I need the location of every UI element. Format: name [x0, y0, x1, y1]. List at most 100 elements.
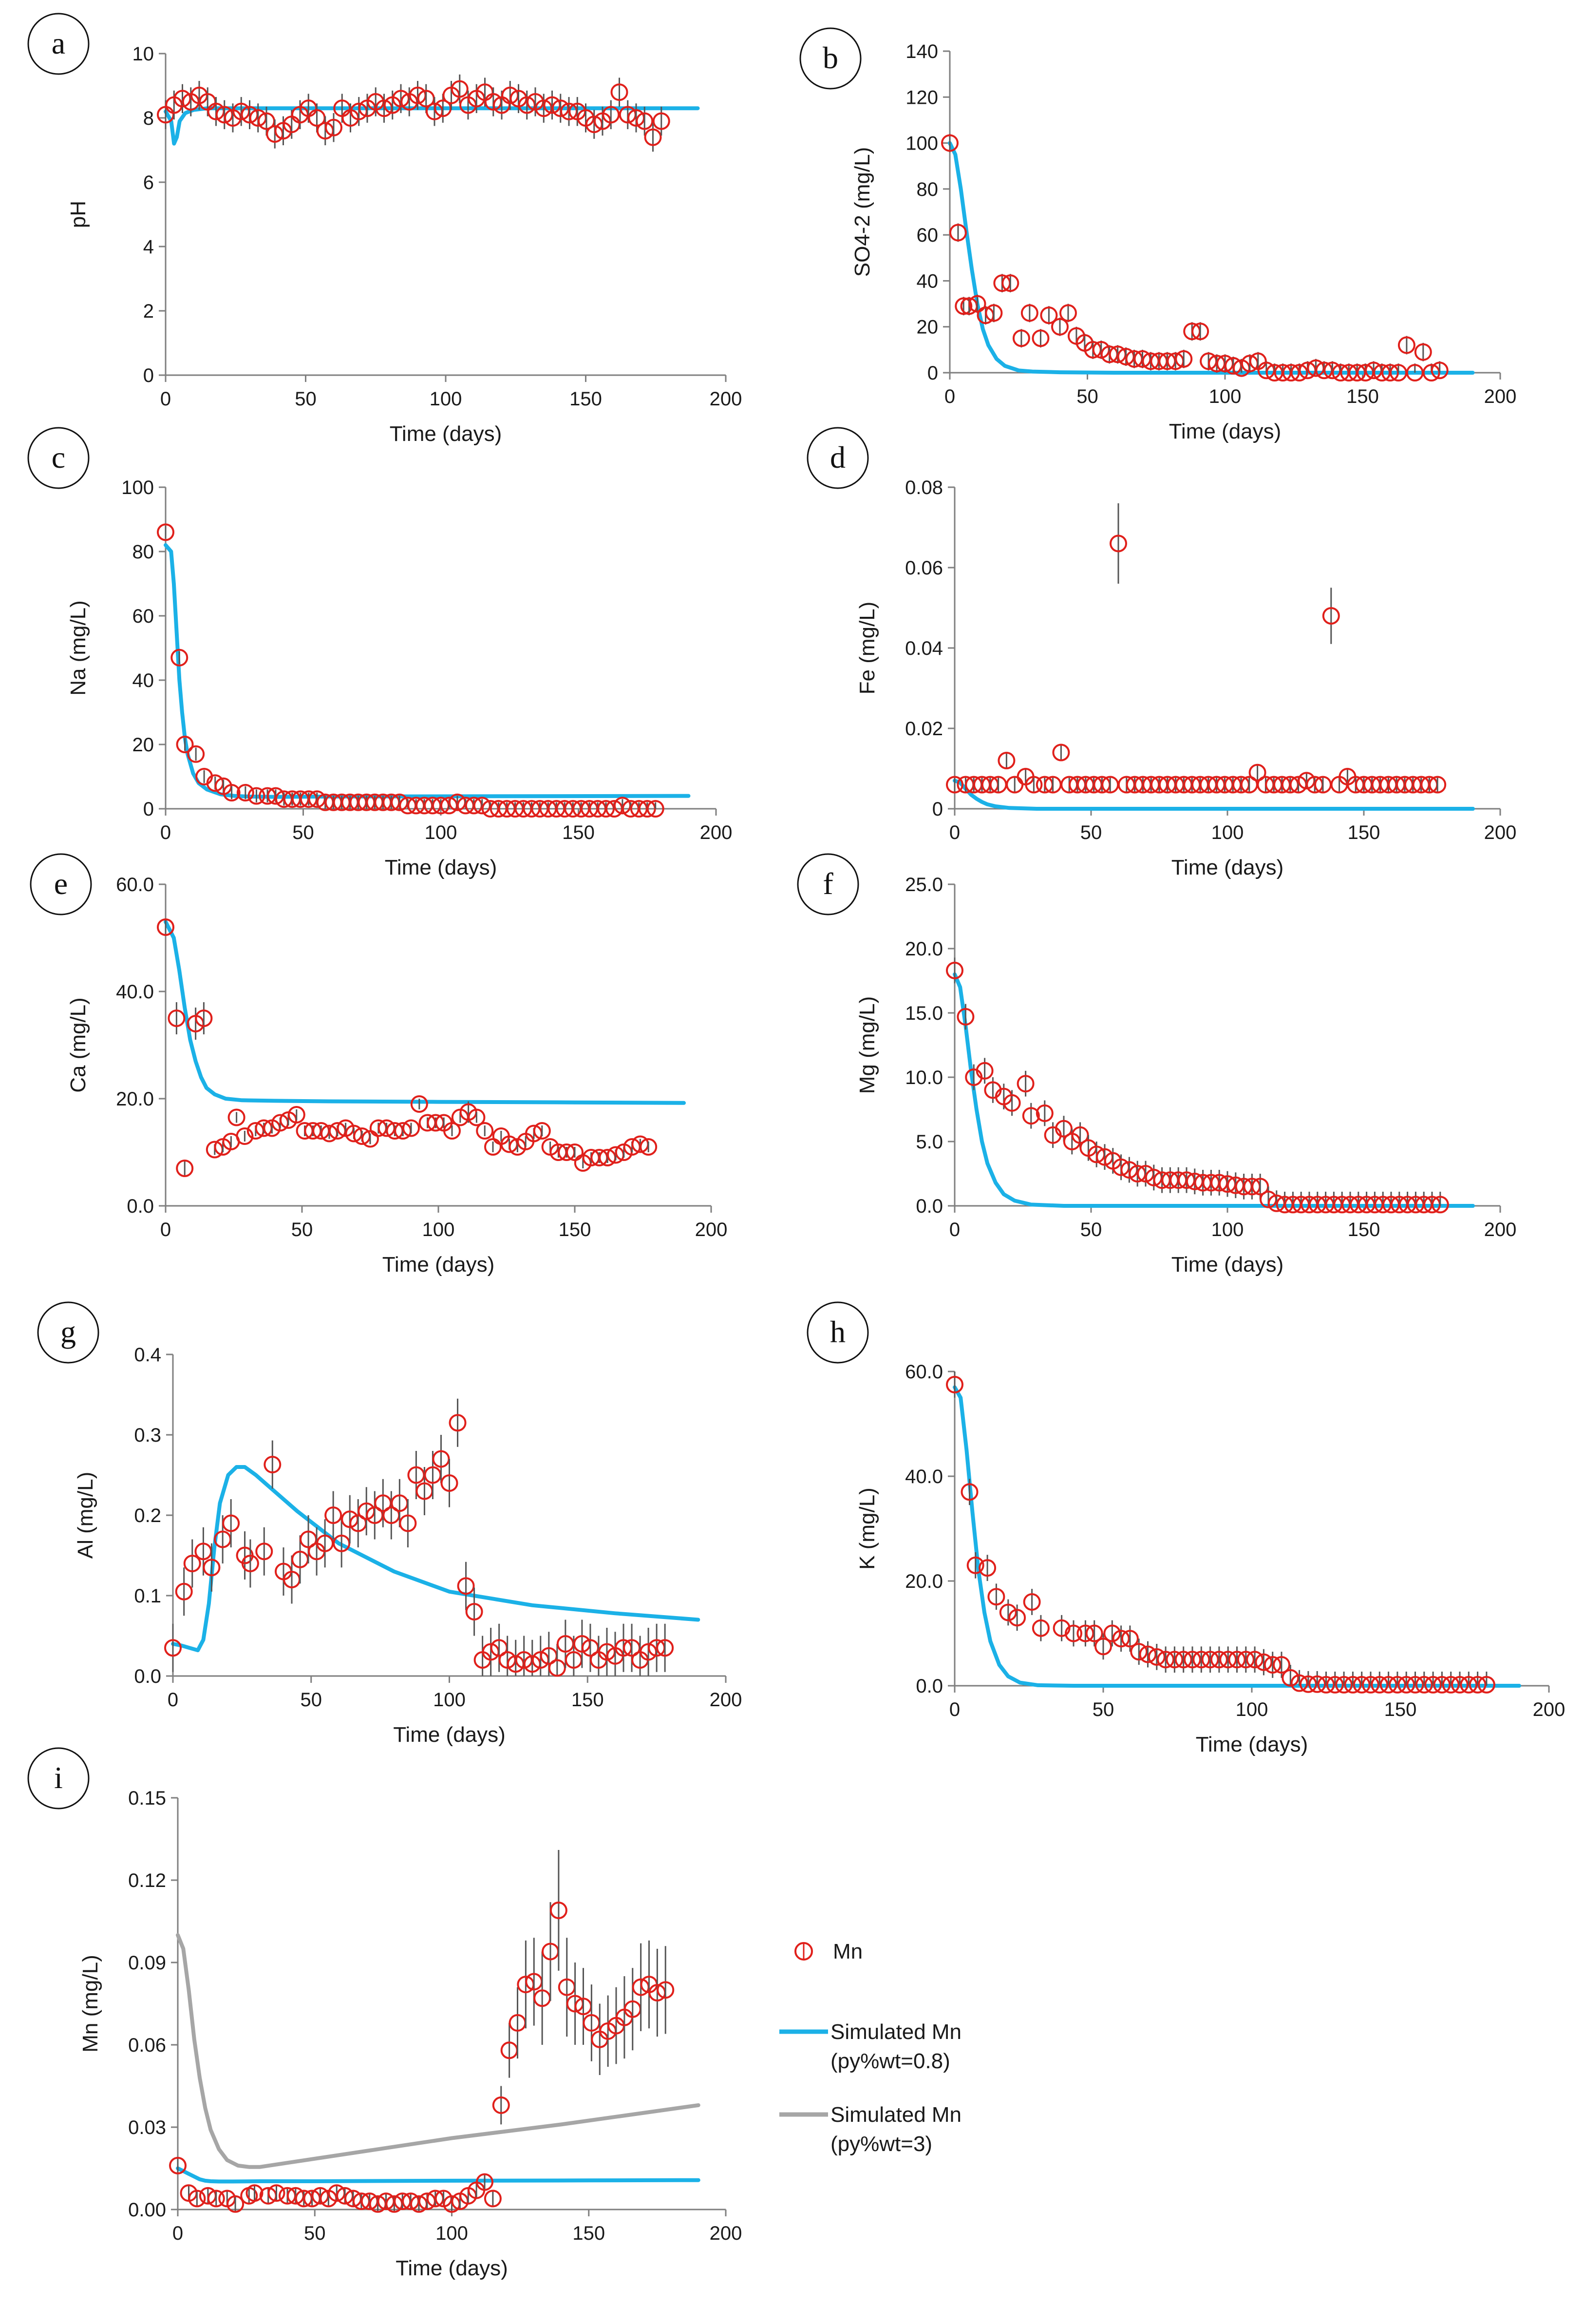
x-tick-label: 150	[1384, 1699, 1417, 1720]
observed-point	[1094, 1638, 1112, 1656]
panel-label: i	[54, 1760, 63, 1795]
panel-b: 0 50 100 150 200 0 20 40 60 80 100 120 140 Time (days…	[799, 27, 1516, 443]
observed-point	[1059, 304, 1077, 322]
observed-point	[168, 1010, 186, 1027]
panel-label-circle	[799, 27, 862, 90]
x-tick-label: 200	[700, 822, 733, 843]
x-tick-label: 150	[1346, 386, 1379, 407]
y-tick-label: 10.0	[905, 1067, 943, 1088]
observed-point	[287, 1106, 305, 1124]
x-tick-label: 200	[710, 1689, 742, 1711]
y-tick-label: 6	[143, 172, 154, 193]
y-tick-label: 0	[143, 365, 154, 386]
observed-point	[255, 1543, 273, 1561]
y-tick-label: 80	[132, 541, 154, 563]
observed-point	[998, 752, 1016, 769]
legend: Mn Simulated Mn (py%wt=0.8) Simulated Mn…	[779, 1940, 962, 2156]
observed-point	[241, 1555, 259, 1572]
y-tick-label: 40	[917, 270, 939, 292]
simulated-line	[953, 779, 1475, 811]
x-tick-label: 100	[1209, 386, 1242, 407]
observed-point	[946, 961, 963, 979]
observed-point	[1460, 1676, 1478, 1694]
observed-point	[1192, 1651, 1210, 1669]
observed-point	[1052, 743, 1070, 762]
y-axis-label: K (mg/L)	[855, 1487, 879, 1570]
y-tick-label: 0	[932, 799, 943, 820]
observed-point	[652, 112, 670, 130]
observed-point	[207, 2190, 225, 2208]
observed-point	[492, 2096, 510, 2114]
x-tick-label: 200	[695, 1219, 728, 1240]
observed-point	[1248, 763, 1266, 781]
y-tick-label: 4	[143, 236, 154, 258]
panel-label-circle	[27, 1747, 90, 1810]
observed-point	[1166, 1651, 1184, 1669]
observed-point	[1237, 1651, 1255, 1669]
y-tick-label: 40.0	[905, 1466, 943, 1487]
x-tick-label: 200	[710, 2223, 742, 2244]
x-tick-label: 0	[949, 1699, 960, 1720]
y-tick-label: 120	[905, 87, 938, 108]
y-tick-label: 0.2	[134, 1505, 161, 1526]
legend-sim2-sublabel: (py%wt=3)	[830, 2132, 932, 2156]
observed-point	[484, 2190, 502, 2208]
observed-point	[1442, 1676, 1460, 1694]
observed-point	[1022, 1107, 1040, 1125]
observed-point	[1032, 329, 1050, 347]
observed-point	[1299, 1675, 1317, 1693]
y-tick-label: 0.03	[128, 2117, 166, 2138]
x-tick-label: 50	[1076, 386, 1098, 407]
observed-point	[1273, 1656, 1290, 1674]
observed-point	[1174, 1651, 1192, 1669]
y-tick-label: 0.06	[905, 557, 943, 579]
y-tick-label: 100	[121, 477, 154, 498]
observed-point	[644, 128, 662, 146]
x-axis-label: Time (days)	[1171, 1253, 1284, 1276]
x-tick-label: 50	[291, 1219, 313, 1240]
observed-point	[976, 1062, 994, 1080]
observed-point	[223, 784, 241, 801]
x-tick-label: 50	[1080, 1219, 1102, 1240]
observed-point	[325, 118, 342, 136]
observed-point	[1191, 323, 1209, 341]
observed-point	[1429, 776, 1447, 794]
observed-point	[1085, 1624, 1103, 1642]
y-axis-label: Mn (mg/L)	[78, 1955, 102, 2052]
panel-d: 0 50 100 150 200 0 0.02 0.04 0.06 0.08 Time (days)…	[807, 427, 1516, 879]
legend-sim2-label: Simulated Mn	[830, 2103, 962, 2127]
y-tick-label: 2	[143, 301, 154, 322]
observed-point	[236, 1127, 254, 1145]
panel-label: b	[823, 40, 838, 75]
x-tick-label: 0	[160, 388, 171, 410]
panel-g: 0 50 100 150 200 0.0 0.1 0.2 0.3 0.4 Time (days) Al…	[37, 1301, 742, 1747]
observed-point	[1246, 1651, 1264, 1669]
x-tick-label: 200	[1533, 1699, 1565, 1720]
y-tick-label: 0.08	[905, 477, 943, 498]
x-tick-label: 100	[422, 1219, 455, 1240]
observed-point	[267, 2184, 285, 2202]
legend-sim1-label: Simulated Mn	[830, 2020, 962, 2044]
observed-point	[1424, 1676, 1442, 1694]
observed-point	[1051, 318, 1069, 336]
observed-point	[195, 1010, 213, 1027]
y-tick-label: 60	[132, 606, 154, 627]
observed-point	[1308, 1675, 1326, 1693]
panel-label-circle	[27, 13, 90, 75]
y-axis-label: Al (mg/L)	[74, 1472, 97, 1559]
observed-point	[245, 2184, 264, 2202]
observed-point	[602, 106, 620, 124]
y-tick-label: 20.0	[905, 938, 943, 960]
observed-point	[1023, 1593, 1041, 1611]
x-tick-label: 100	[1236, 1699, 1268, 1720]
y-tick-label: 0.0	[916, 1676, 943, 1697]
panel-label-circle	[807, 1301, 869, 1364]
x-tick-label: 100	[433, 1689, 466, 1711]
panel-label-circle	[30, 853, 92, 915]
panel-label: d	[830, 440, 846, 475]
y-tick-label: 20.0	[905, 1571, 943, 1592]
observed-point	[476, 1122, 494, 1140]
observed-point	[449, 1414, 467, 1432]
observed-point	[1139, 1645, 1157, 1663]
x-axis-label: Time (days)	[1196, 1733, 1308, 1756]
